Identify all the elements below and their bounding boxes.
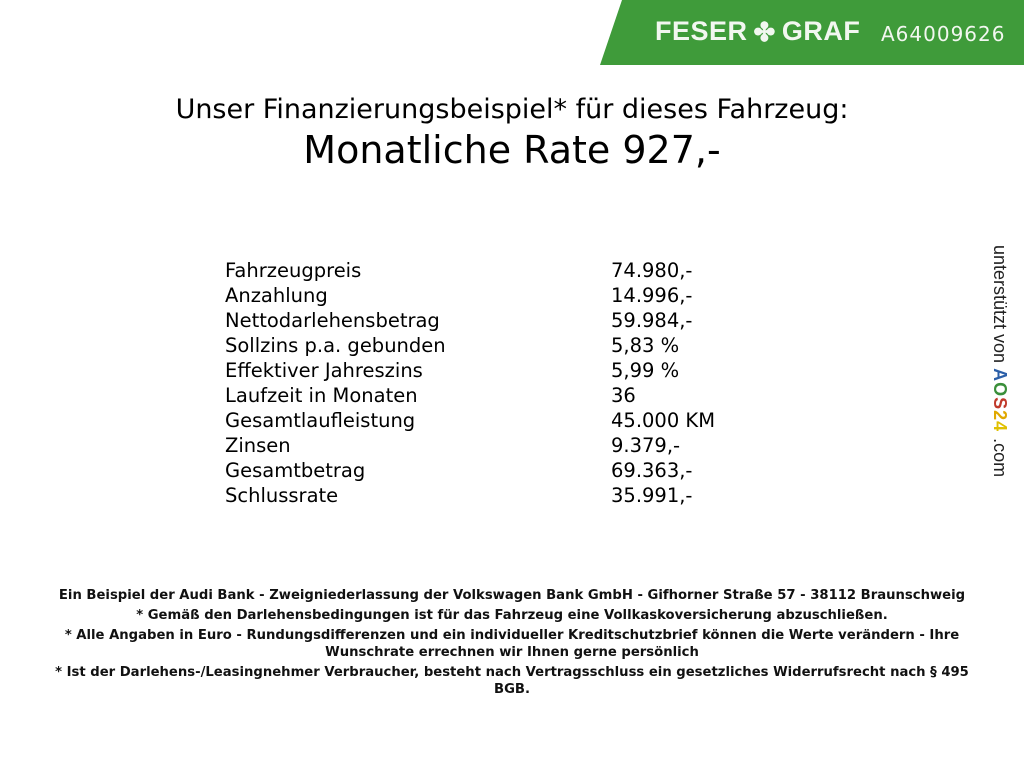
page-title: Unser Finanzierungsbeispiel* für dieses … [175,94,849,125]
vehicle-id: A64009626 [881,22,1006,46]
clover-icon: ✤ [753,16,776,47]
row-value: 74.980,- [611,259,693,282]
row-label: Sollzins p.a. gebunden [225,334,446,357]
row-value: 36 [611,384,636,407]
row-value: 5,83 % [611,334,680,357]
row-value: 14.996,- [611,284,693,307]
brand-name-right: GRAF [781,16,861,46]
logo-letter: S [990,397,1010,411]
supported-by: unterstützt von AOS24 .com [989,245,1010,477]
row-label: Nettodarlehensbetrag [225,309,440,332]
header-banner [600,0,1024,65]
logo-letter: 4 [990,421,1010,433]
logo-letter: 2 [990,410,1010,422]
brand-name-left: FESER [655,16,748,46]
monthly-rate: Monatliche Rate 927,- [303,128,721,172]
footer-disclaimer: Ein Beispiel der Audi Bank - Zweignieder… [52,587,972,701]
row-value: 45.000 KM [611,409,716,432]
footer-note-rounding: * Alle Angaben in Euro - Rundungsdiffere… [64,628,960,660]
row-label: Gesamtlaufleistung [225,409,416,432]
supported-by-text: unterstützt von [990,245,1010,364]
row-value: 59.984,- [611,309,693,332]
row-label: Fahrzeugpreis [225,259,362,282]
logo-letter: A [990,368,1010,383]
footer-note-withdrawal: * Ist der Darlehens-/Leasingnehmer Verbr… [55,665,969,697]
row-value: 35.991,- [611,484,693,507]
row-label: Anzahlung [225,284,328,307]
brand-logo: FESER ✤ GRAF [655,16,860,47]
row-value: 69.363,- [611,459,693,482]
row-value: 5,99 % [611,359,680,382]
footer-bank-info: Ein Beispiel der Audi Bank - Zweignieder… [58,588,966,603]
logo-suffix: .com [990,438,1010,478]
logo-letter: O [990,382,1010,398]
row-label: Zinsen [225,434,291,457]
row-value: 9.379,- [611,434,681,457]
row-label: Effektiver Jahreszins [225,359,423,382]
aos24-logo: AOS24 [990,368,1010,438]
row-label: Schlussrate [225,484,339,507]
footer-note-insurance: * Gemäß den Darlehensbedingungen ist für… [136,608,888,623]
row-label: Laufzeit in Monaten [225,384,418,407]
row-label: Gesamtbetrag [225,459,366,482]
